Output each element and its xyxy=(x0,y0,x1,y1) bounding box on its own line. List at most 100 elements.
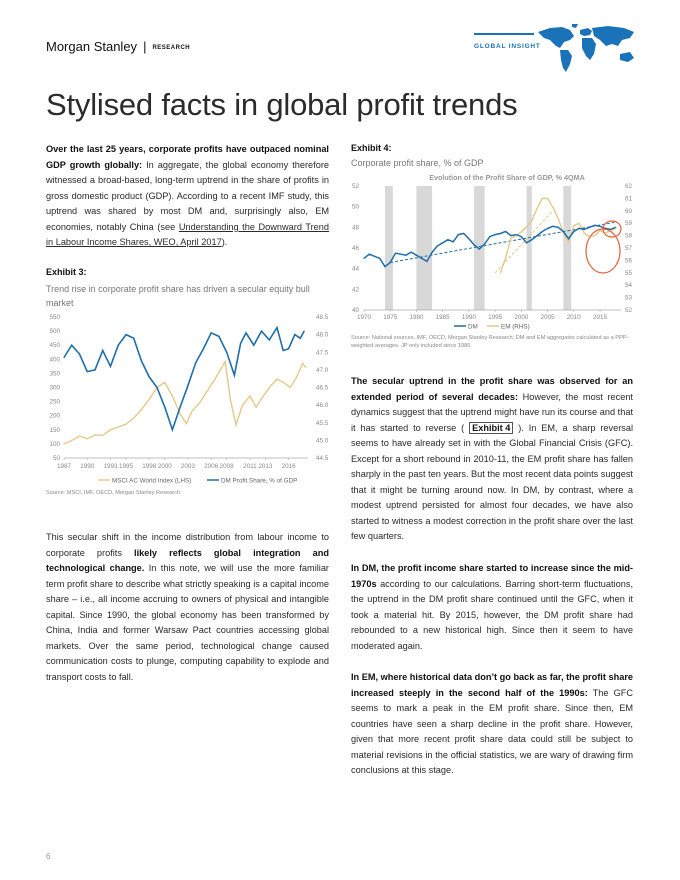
dm-share-data-point xyxy=(140,360,143,362)
exhibit3-label: Exhibit 3: xyxy=(46,267,87,277)
imf-study-link[interactable]: Understanding the Downward Trend in Labo… xyxy=(46,221,329,248)
y-right-tick-label: 58 xyxy=(625,233,633,240)
intro-paragraph: Over the last 25 years, corporate profit… xyxy=(46,142,329,251)
x-tick-label: 2000 xyxy=(158,463,173,470)
dm-share-data-point xyxy=(171,429,173,431)
dm-data-point xyxy=(599,225,601,227)
dm-data-point xyxy=(384,266,386,268)
page-number: 6 xyxy=(46,852,51,861)
em-lead: In EM, where historical data don’t go ba… xyxy=(351,672,633,698)
em-text: The GFC seems to mark a peak in the EM p… xyxy=(351,687,633,776)
dm-data-point xyxy=(373,255,376,257)
x-tick-label: 1993 xyxy=(103,463,118,470)
dm-data-point xyxy=(478,248,480,250)
shift-text-b: In this note, we will use the more famil… xyxy=(46,563,329,682)
y-right-tick-label: 48.5 xyxy=(316,314,329,321)
dm-data-point xyxy=(447,239,449,241)
dm-data-point xyxy=(489,236,491,238)
dm-data-point xyxy=(463,232,465,235)
em-data-point xyxy=(568,241,570,243)
em-data-point xyxy=(536,207,538,209)
dm-data-point xyxy=(436,245,438,247)
dm-data-point xyxy=(588,226,591,228)
dm-profit-share-line xyxy=(63,325,305,433)
dm-data-point xyxy=(468,238,470,240)
dm-share-data-point xyxy=(71,344,73,346)
em-data-point xyxy=(541,197,543,199)
intro-end: ). xyxy=(221,237,228,247)
y-right-tick-label: 56 xyxy=(625,257,633,264)
dm-data-point xyxy=(583,228,585,230)
em-data-point xyxy=(510,237,512,239)
dm-data-point xyxy=(505,230,507,233)
dm-share-data-point xyxy=(268,339,270,341)
em-paragraph: In EM, where historical data don’t go ba… xyxy=(351,670,633,779)
x-tick-label: 1985 xyxy=(436,314,451,321)
dm-data-point xyxy=(405,254,407,256)
y-left-tick-label: 44 xyxy=(352,266,360,273)
x-tick-label: 2010 xyxy=(567,314,582,321)
msci-data-point xyxy=(86,438,88,440)
dm-data-point xyxy=(368,253,370,255)
dm-data-point xyxy=(604,227,606,229)
recession-band xyxy=(526,186,532,310)
dm-share-data-point xyxy=(303,330,305,332)
dm-share-data-point xyxy=(117,344,119,346)
legend-em: EM (RHS) xyxy=(501,324,530,331)
dm-data-point xyxy=(515,234,517,236)
y-right-tick-label: 59 xyxy=(625,220,633,227)
y-left-tick-label: 550 xyxy=(49,314,60,321)
x-tick-label: 1980 xyxy=(409,314,424,321)
exhibit4-legend: DM EM (RHS) xyxy=(454,324,530,331)
em-data-point xyxy=(499,272,501,274)
page-title: Stylised facts in global profit trends xyxy=(46,87,518,122)
msci-data-point xyxy=(140,408,143,411)
msci-data-point xyxy=(302,362,304,365)
dm-data-point xyxy=(531,239,533,241)
exhibit3-legend: MSCI AC World Index (LHS) DM Profit Shar… xyxy=(98,478,297,485)
dm-data-point xyxy=(568,238,570,240)
exhibit3-chart: 50 100 150 200 250 300 350 400 450 500 550 44.5 45.0… xyxy=(49,314,329,485)
dm-share-data-point xyxy=(94,369,96,371)
msci-data-point xyxy=(284,382,286,384)
x-tick-label: 2011 xyxy=(243,463,257,470)
exhibit4-chart-title: Evolution of the Profit Share of GDP, % … xyxy=(429,173,585,182)
y-right-tick-label: 45.0 xyxy=(316,437,329,444)
dm-data-point xyxy=(541,230,543,233)
msci-data-point xyxy=(206,390,208,392)
dm-data-point xyxy=(415,254,417,256)
em-data-point xyxy=(505,257,507,259)
em-highlight-circle xyxy=(585,228,621,274)
world-map-icon xyxy=(538,24,634,72)
uptrend-lead: The secular uptrend in the profit share … xyxy=(351,376,633,402)
secular-shift-paragraph: This secular shift in the income distrib… xyxy=(46,530,329,685)
em-data-point xyxy=(552,206,554,208)
secular-uptrend-paragraph: The secular uptrend in the profit share … xyxy=(351,374,633,545)
dm-share-data-point xyxy=(276,327,278,329)
y-right-tick-label: 57 xyxy=(625,245,633,252)
dm-share-data-point xyxy=(282,349,284,352)
exhibit4-subtitle: Corporate profit share, % of GDP xyxy=(351,158,484,168)
dm-data-point xyxy=(484,243,486,245)
dm-share-data-point xyxy=(218,335,220,337)
dm-share-data-point xyxy=(253,344,255,346)
y-left-tick-label: 350 xyxy=(49,370,60,377)
x-tick-label: 2015 xyxy=(593,314,608,321)
x-tick-label: 1987 xyxy=(57,463,72,470)
dm-data-point xyxy=(410,251,412,253)
exhibit4-link[interactable]: Exhibit 4 xyxy=(469,421,514,434)
dm-data-point xyxy=(526,242,528,244)
y-right-tick-label: 55 xyxy=(625,270,633,277)
dm-share-data-point xyxy=(63,356,65,359)
dm-data-point xyxy=(547,227,549,229)
uptrend-text-b: ). In EM, a sharp reversal seems to have… xyxy=(351,422,633,542)
x-tick-label: 1995 xyxy=(488,314,503,321)
msci-data-point xyxy=(235,424,237,426)
msci-data-point xyxy=(295,377,297,379)
y-left-tick-label: 100 xyxy=(49,441,60,448)
dm-share-data-point xyxy=(260,330,263,332)
dm-data-point xyxy=(421,257,423,259)
x-tick-label: 2013 xyxy=(258,463,273,470)
dm-share-data-point xyxy=(288,348,290,350)
y-right-tick-label: 60 xyxy=(625,208,633,215)
